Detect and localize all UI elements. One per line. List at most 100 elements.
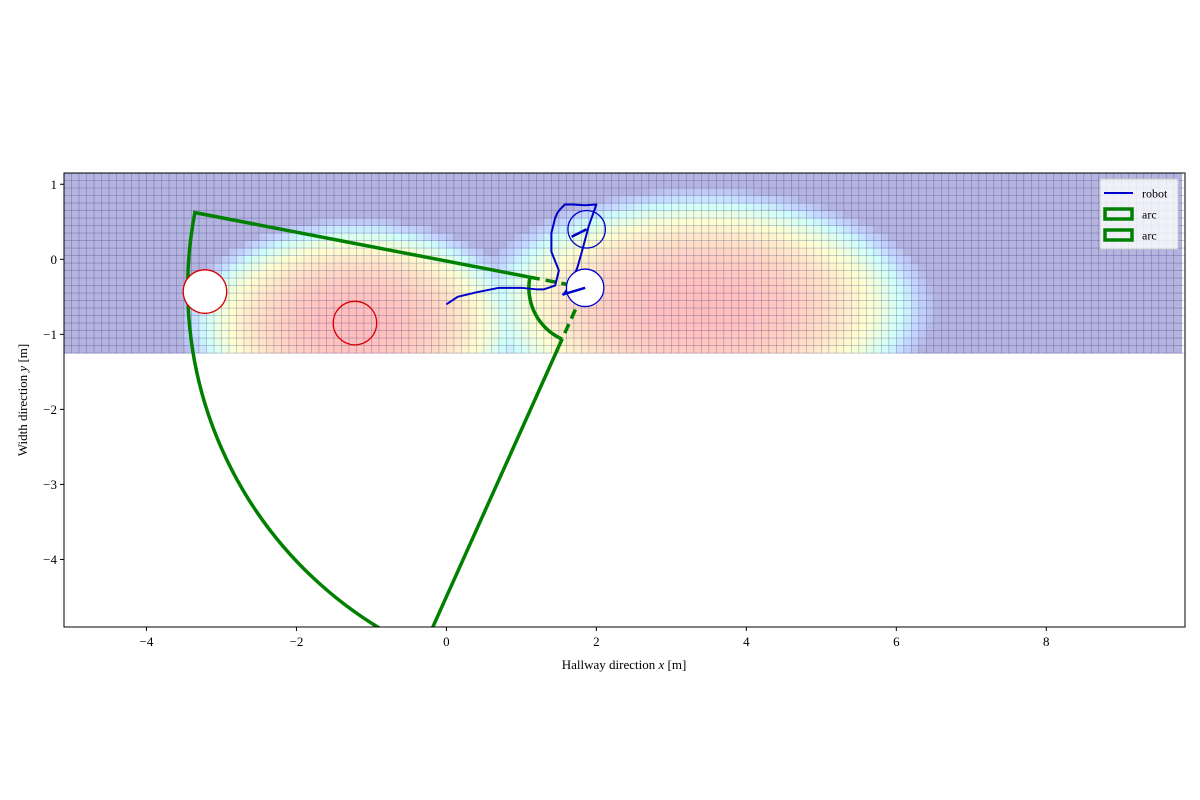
- heatmap-cell: [648, 345, 657, 354]
- heatmap-cell: [851, 293, 860, 301]
- heatmap-cell: [558, 285, 567, 294]
- heatmap-cell: [851, 255, 860, 264]
- heatmap-cell: [791, 233, 800, 241]
- heatmap-cell: [656, 300, 665, 309]
- heatmap-cell: [656, 188, 665, 196]
- heatmap-cell: [828, 240, 837, 249]
- heatmap-cell: [521, 255, 530, 264]
- heatmap-cell: [1023, 323, 1032, 331]
- heatmap-cell: [566, 233, 575, 241]
- heatmap-cell: [138, 323, 147, 331]
- heatmap-cell: [341, 345, 350, 354]
- heatmap-cell: [461, 330, 470, 339]
- heatmap-cell: [716, 270, 725, 279]
- heatmap-cell: [348, 330, 357, 339]
- heatmap-cell: [123, 210, 132, 219]
- heatmap-cell: [603, 300, 612, 309]
- heatmap-cell: [296, 308, 305, 316]
- heatmap-cell: [918, 293, 927, 301]
- heatmap-cell: [731, 210, 740, 219]
- heatmap-cell: [686, 300, 695, 309]
- heatmap-cell: [806, 225, 815, 234]
- heatmap-cell: [206, 345, 215, 354]
- heatmap-cell: [206, 240, 215, 249]
- heatmap-cell: [1061, 210, 1070, 219]
- heatmap-cell: [641, 195, 650, 204]
- heatmap-cell: [896, 345, 905, 354]
- heatmap-cell: [888, 263, 897, 271]
- heatmap-cell: [648, 278, 657, 286]
- heatmap-cell: [423, 210, 432, 219]
- heatmap-cell: [723, 225, 732, 234]
- heatmap-cell: [363, 248, 372, 256]
- heatmap-cell: [1076, 195, 1085, 204]
- heatmap-cell: [896, 233, 905, 241]
- heatmap-cell: [1173, 173, 1182, 181]
- heatmap-cell: [363, 338, 372, 346]
- heatmap-cell: [281, 315, 290, 324]
- heatmap-cell: [453, 180, 462, 189]
- heatmap-cell: [738, 293, 747, 301]
- heatmap-cell: [956, 308, 965, 316]
- heatmap-cell: [971, 315, 980, 324]
- heatmap-cell: [243, 255, 252, 264]
- heatmap-cell: [393, 285, 402, 294]
- heatmap-cell: [378, 210, 387, 219]
- heatmap-cell: [198, 330, 207, 339]
- heatmap-cell: [93, 345, 102, 354]
- heatmap-cell: [753, 300, 762, 309]
- heatmap-cell: [281, 263, 290, 271]
- heatmap-cell: [986, 270, 995, 279]
- heatmap-cell: [753, 285, 762, 294]
- heatmap-cell: [558, 225, 567, 234]
- heatmap-cell: [183, 330, 192, 339]
- heatmap-cell: [446, 293, 455, 301]
- heatmap-cell: [746, 195, 755, 204]
- heatmap-cell: [311, 300, 320, 309]
- plot-area: [64, 173, 1185, 627]
- heatmap-cell: [1038, 173, 1047, 181]
- heatmap-cell: [1076, 173, 1085, 181]
- heatmap-cell: [641, 240, 650, 249]
- heatmap-cell: [64, 315, 72, 324]
- heatmap-cell: [296, 278, 305, 286]
- heatmap-cell: [1158, 345, 1167, 354]
- heatmap-cell: [176, 323, 185, 331]
- heatmap-cell: [866, 263, 875, 271]
- heatmap-cell: [903, 338, 912, 346]
- heatmap-cell: [551, 210, 560, 219]
- heatmap-cell: [926, 218, 935, 226]
- heatmap-cell: [746, 330, 755, 339]
- heatmap-cell: [746, 323, 755, 331]
- heatmap-cell: [881, 188, 890, 196]
- heatmap-cell: [911, 210, 920, 219]
- heatmap-cell: [236, 270, 245, 279]
- heatmap-cell: [86, 248, 95, 256]
- heatmap-cell: [438, 308, 447, 316]
- heatmap-cell: [843, 180, 852, 189]
- heatmap-cell: [416, 180, 425, 189]
- heatmap-cell: [956, 218, 965, 226]
- heatmap-cell: [476, 300, 485, 309]
- heatmap-cell: [401, 345, 410, 354]
- heatmap-cell: [933, 210, 942, 219]
- heatmap-cell: [138, 180, 147, 189]
- heatmap-cell: [1076, 330, 1085, 339]
- heatmap-cell: [198, 323, 207, 331]
- heatmap-cell: [776, 330, 785, 339]
- heatmap-cell: [723, 218, 732, 226]
- heatmap-cell: [993, 195, 1002, 204]
- heatmap-cell: [438, 345, 447, 354]
- heatmap-cell: [386, 218, 395, 226]
- heatmap-cell: [64, 210, 72, 219]
- heatmap-cell: [251, 330, 260, 339]
- heatmap-cell: [821, 263, 830, 271]
- heatmap-cell: [723, 293, 732, 301]
- heatmap-cell: [558, 255, 567, 264]
- heatmap-cell: [251, 188, 260, 196]
- heatmap-cell: [903, 210, 912, 219]
- heatmap-cell: [296, 180, 305, 189]
- heatmap-cell: [408, 345, 417, 354]
- heatmap-cell: [588, 188, 597, 196]
- heatmap-cell: [1023, 300, 1032, 309]
